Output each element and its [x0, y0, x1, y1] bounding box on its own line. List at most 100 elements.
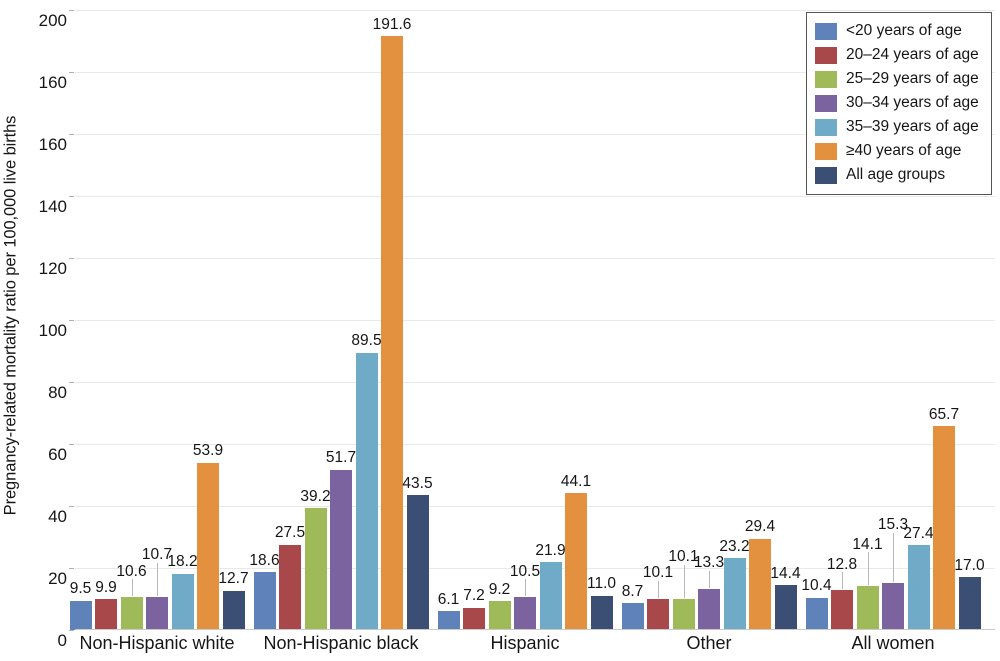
bar-value-label: 10.6: [116, 562, 147, 580]
bar-value-label: 14.4: [770, 564, 801, 582]
x-axis-group-label: Non-Hispanic white: [79, 633, 235, 653]
y-axis-tick-mark: [69, 506, 74, 507]
x-axis-group-label: Non-Hispanic black: [263, 633, 419, 653]
bar-value-label: 10.5: [509, 562, 541, 580]
bar-value-label: 27.5: [274, 524, 306, 542]
legend-item-label: <20 years of age: [846, 22, 962, 40]
gridline: [75, 382, 995, 383]
bar: [330, 469, 352, 630]
bar-value-label: 39.2: [300, 487, 331, 505]
x-axis-group-label: All women: [851, 633, 935, 653]
bar: [565, 493, 587, 630]
bar-value-label: 18.2: [167, 553, 198, 571]
legend-color-swatch: [815, 94, 837, 112]
label-leader-line: [842, 572, 843, 590]
y-axis-tick-mark: [69, 568, 74, 569]
legend-item-label: All age groups: [846, 166, 946, 184]
gridline: [75, 134, 995, 135]
bar-value-label: 51.7: [325, 449, 357, 467]
bar: [120, 597, 143, 630]
bar: [488, 601, 511, 630]
y-axis-tick-label: 80: [48, 383, 67, 402]
gridline: [75, 568, 995, 569]
label-leader-line: [893, 532, 894, 582]
bar: [222, 590, 245, 630]
legend-color-swatch: [815, 142, 837, 160]
legend-item[interactable]: 20–24 years of age: [815, 43, 983, 67]
y-axis-tick-label: 20: [48, 569, 67, 588]
legend-item-label: 20–24 years of age: [846, 46, 979, 64]
bar: [539, 562, 562, 630]
bar-value-label: 21.9: [535, 541, 566, 559]
gridline: [75, 196, 995, 197]
legend-item[interactable]: <20 years of age: [815, 19, 983, 43]
bar-value-label: 11.0: [586, 575, 617, 593]
bar-value-label: 12.7: [218, 570, 249, 588]
gridline: [75, 320, 995, 321]
legend-item[interactable]: All age groups: [815, 163, 983, 187]
bar-value-label: 9.9: [95, 578, 117, 596]
legend-item[interactable]: 30–34 years of age: [815, 91, 983, 115]
bar-value-label: 6.1: [437, 590, 460, 608]
bar: [146, 596, 168, 630]
bar: [253, 572, 276, 630]
bar-value-label: 27.4: [903, 524, 934, 542]
bar-value-label: 89.5: [351, 332, 382, 350]
y-axis-tick-mark: [69, 72, 74, 73]
chart-legend: <20 years of age 20–24 years of age 25–29 …: [806, 12, 992, 195]
y-axis-tick-label: 60: [48, 445, 67, 464]
y-axis-tick-mark: [69, 134, 74, 135]
y-axis-tick-label: 160: [38, 73, 67, 92]
bar: [171, 573, 194, 630]
bar: [463, 607, 485, 630]
bar: [749, 538, 771, 630]
gridline: [75, 10, 995, 11]
legend-item-label: 25–29 years of age: [846, 70, 979, 88]
bar-value-label: 14.1: [852, 535, 883, 553]
bar-value-label: 29.4: [744, 518, 776, 536]
bar: [355, 352, 378, 630]
y-axis-tick-label: 0: [57, 631, 67, 650]
y-axis-tick-label: 120: [38, 259, 67, 278]
bar-value-label: 17.0: [954, 556, 985, 574]
y-axis-tick-mark: [69, 630, 74, 631]
legend-item[interactable]: 35–39 years of age: [815, 115, 983, 139]
legend-color-swatch: [815, 22, 837, 40]
bar-value-label: 65.7: [928, 405, 960, 423]
bar: [831, 590, 853, 630]
bar: [437, 611, 460, 630]
label-leader-line: [683, 564, 685, 598]
y-axis-tick-mark: [69, 382, 74, 383]
y-axis-tick-label: 40: [48, 507, 67, 526]
y-axis-tick-mark: [69, 258, 74, 259]
bar: [907, 545, 930, 630]
bar: [723, 558, 746, 630]
bar: [381, 36, 403, 630]
y-axis-tick-mark: [69, 10, 74, 11]
y-axis-tick-label: 160: [38, 135, 67, 154]
bar-value-label: 13.3: [693, 554, 725, 572]
bar-value-label: 53.9: [192, 442, 224, 460]
legend-item-label: 35–39 years of age: [846, 118, 979, 136]
bar: [590, 595, 613, 630]
legend-item[interactable]: 25–29 years of age: [815, 67, 983, 91]
bar-value-label: 7.2: [463, 587, 485, 605]
bar: [95, 599, 117, 630]
bar-value-label: 44.1: [560, 472, 592, 490]
bar-value-label: 43.5: [402, 474, 433, 492]
gridline: [75, 444, 995, 445]
bar-value-label: 15.3: [877, 516, 909, 534]
legend-item[interactable]: ≥40 years of age: [815, 139, 983, 163]
legend-color-swatch: [815, 166, 837, 184]
bar-value-label: 23.2: [719, 537, 750, 555]
bar-value-label: 18.6: [249, 551, 280, 569]
label-leader-line: [157, 562, 158, 596]
bar-value-label: 10.1: [642, 564, 674, 582]
gridline: [75, 506, 995, 507]
bar: [774, 585, 797, 630]
bar: [882, 582, 904, 630]
bar: [805, 597, 828, 630]
bar: [197, 462, 219, 630]
label-leader-line: [525, 579, 526, 597]
